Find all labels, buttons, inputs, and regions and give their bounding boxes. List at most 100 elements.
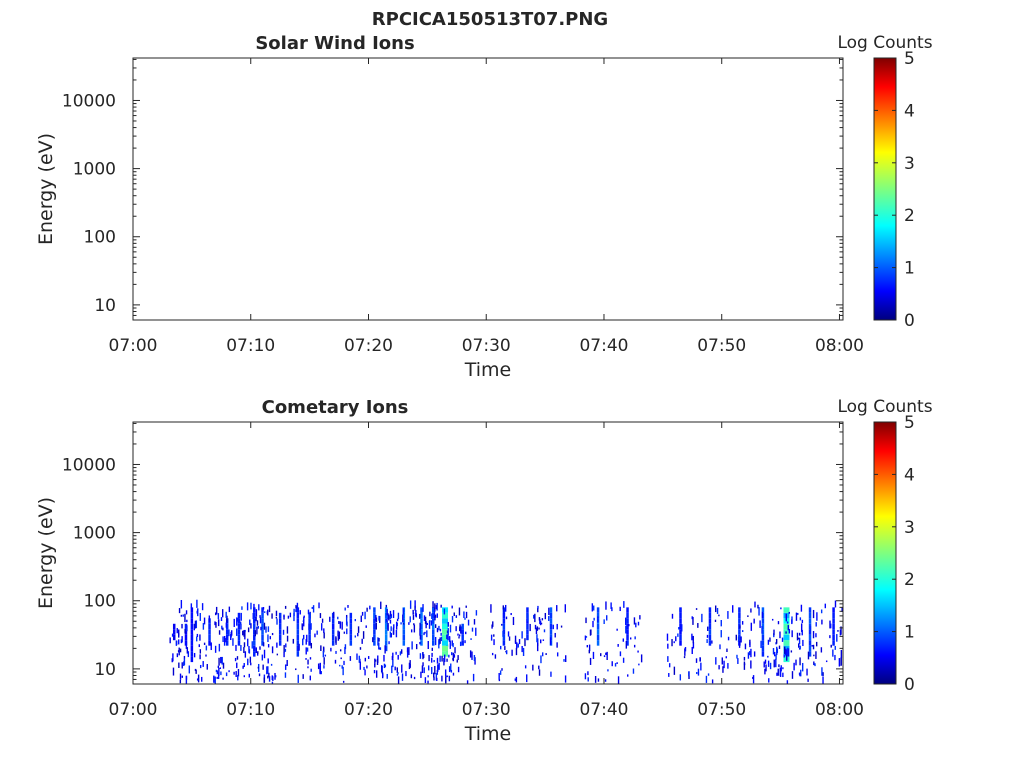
heatmap-cell: [337, 616, 339, 620]
heatmap-cell: [768, 678, 770, 683]
heatmap-cell: [178, 662, 180, 668]
heatmap-cell: [822, 676, 824, 684]
heatmap-cell: [457, 633, 459, 636]
heatmap-cell: [260, 626, 262, 631]
heatmap-cell: [603, 619, 605, 624]
heatmap-cell: [339, 649, 342, 652]
heatmap-cell: [532, 664, 534, 671]
heatmap-cell: [607, 669, 609, 672]
colorbar-gradient: [873, 421, 897, 685]
heatmap-cell: [600, 653, 602, 657]
heatmap-cell: [307, 659, 309, 665]
heatmap-cell: [354, 635, 357, 638]
heatmap-cell: [436, 602, 438, 611]
colorbar-tick-label: 0: [904, 311, 915, 331]
heatmap-cell: [593, 605, 595, 611]
heatmap-cell: [430, 657, 433, 663]
heatmap-cell: [356, 653, 358, 660]
heatmap-cell: [761, 645, 765, 652]
heatmap-cell: [384, 607, 388, 613]
heatmap-cell: [216, 676, 218, 679]
heatmap-cell: [331, 618, 335, 624]
heatmap-cell: [750, 608, 752, 613]
heatmap-cell: [271, 632, 274, 636]
heatmap-cell: [376, 658, 379, 665]
heatmap-cell: [422, 662, 424, 667]
heatmap-cell: [427, 680, 429, 684]
heatmap-cell: [309, 675, 311, 681]
heatmap-cell: [395, 651, 397, 655]
heatmap-cell: [267, 626, 270, 632]
heatmap-cell: [716, 607, 719, 614]
heatmap-cell: [499, 670, 502, 675]
heatmap-cell: [754, 601, 756, 608]
y-tick-label: 10000: [62, 455, 116, 475]
heatmap-cell: [815, 622, 817, 627]
heatmap-cell: [596, 634, 600, 641]
heatmap-cell: [786, 654, 788, 661]
heatmap-cell: [190, 607, 194, 613]
heatmap-cell: [761, 629, 765, 635]
colorbar-tick-label: 3: [904, 518, 915, 538]
heatmap-cell: [426, 622, 429, 626]
heatmap-cell: [767, 639, 770, 645]
heatmap-cell: [214, 645, 217, 653]
heatmap-cell: [303, 619, 305, 627]
heatmap-cell: [361, 638, 363, 644]
heatmap-cell: [295, 609, 297, 612]
heatmap-cell: [373, 618, 376, 624]
heatmap-cell: [225, 611, 227, 618]
heatmap-cell: [268, 676, 271, 682]
heatmap-cell: [589, 657, 592, 665]
heatmap-cell: [344, 646, 346, 655]
y-axis: 10 100 1000 10000: [62, 422, 843, 685]
heatmap-cell: [267, 609, 269, 616]
heatmap-cell: [412, 609, 414, 615]
heatmap-cell: [392, 627, 395, 635]
heatmap-cell: [526, 629, 529, 635]
heatmap-cell: [626, 612, 629, 619]
heatmap-cell: [246, 602, 249, 611]
heatmap-cell: [420, 629, 423, 635]
heatmap-cell: [550, 671, 552, 677]
heatmap-cell: [253, 603, 255, 609]
heatmap-cell: [190, 640, 194, 646]
heatmap-cell: [788, 628, 791, 634]
heatmap-cell: [626, 607, 629, 613]
heatmap-cell: [808, 612, 812, 619]
heatmap-cell: [335, 650, 337, 654]
heatmap-cell: [421, 665, 424, 674]
heatmap-cell: [236, 617, 238, 626]
heatmap-cell: [782, 672, 784, 678]
heatmap-cell: [761, 623, 765, 630]
heatmap-cell: [190, 612, 194, 619]
heatmap-cell: [298, 643, 300, 651]
heatmap-cell: [718, 665, 720, 670]
heatmap-cell: [475, 610, 478, 616]
heatmap-cell: [261, 607, 264, 613]
heatmap-cell: [695, 608, 698, 610]
heatmap-cell: [504, 646, 506, 650]
heatmap-cell: [668, 673, 670, 677]
heatmap-cell: [234, 657, 237, 662]
heatmap-cell: [778, 645, 781, 649]
heatmap-cell: [267, 666, 269, 674]
heatmap-cell: [389, 631, 392, 638]
heatmap-cell: [725, 656, 727, 659]
heatmap-cell: [255, 647, 257, 654]
heatmap-cell: [808, 629, 812, 635]
heatmap-cell: [466, 680, 469, 684]
y-tick-label: 100: [84, 228, 116, 248]
heatmap-cell: [824, 603, 827, 609]
heatmap-cell: [711, 640, 713, 644]
heatmap-cell: [359, 647, 362, 650]
heatmap-cell: [639, 615, 641, 620]
heatmap-cell: [233, 618, 235, 627]
heatmap-cell: [584, 673, 587, 680]
heatmap-cell: [244, 651, 247, 658]
heatmap-cell: [699, 657, 701, 662]
heatmap-cell: [283, 615, 285, 620]
heatmap-cell: [186, 619, 188, 623]
heatmap-cell: [773, 629, 775, 636]
x-tick-label: 07:40: [579, 336, 628, 356]
